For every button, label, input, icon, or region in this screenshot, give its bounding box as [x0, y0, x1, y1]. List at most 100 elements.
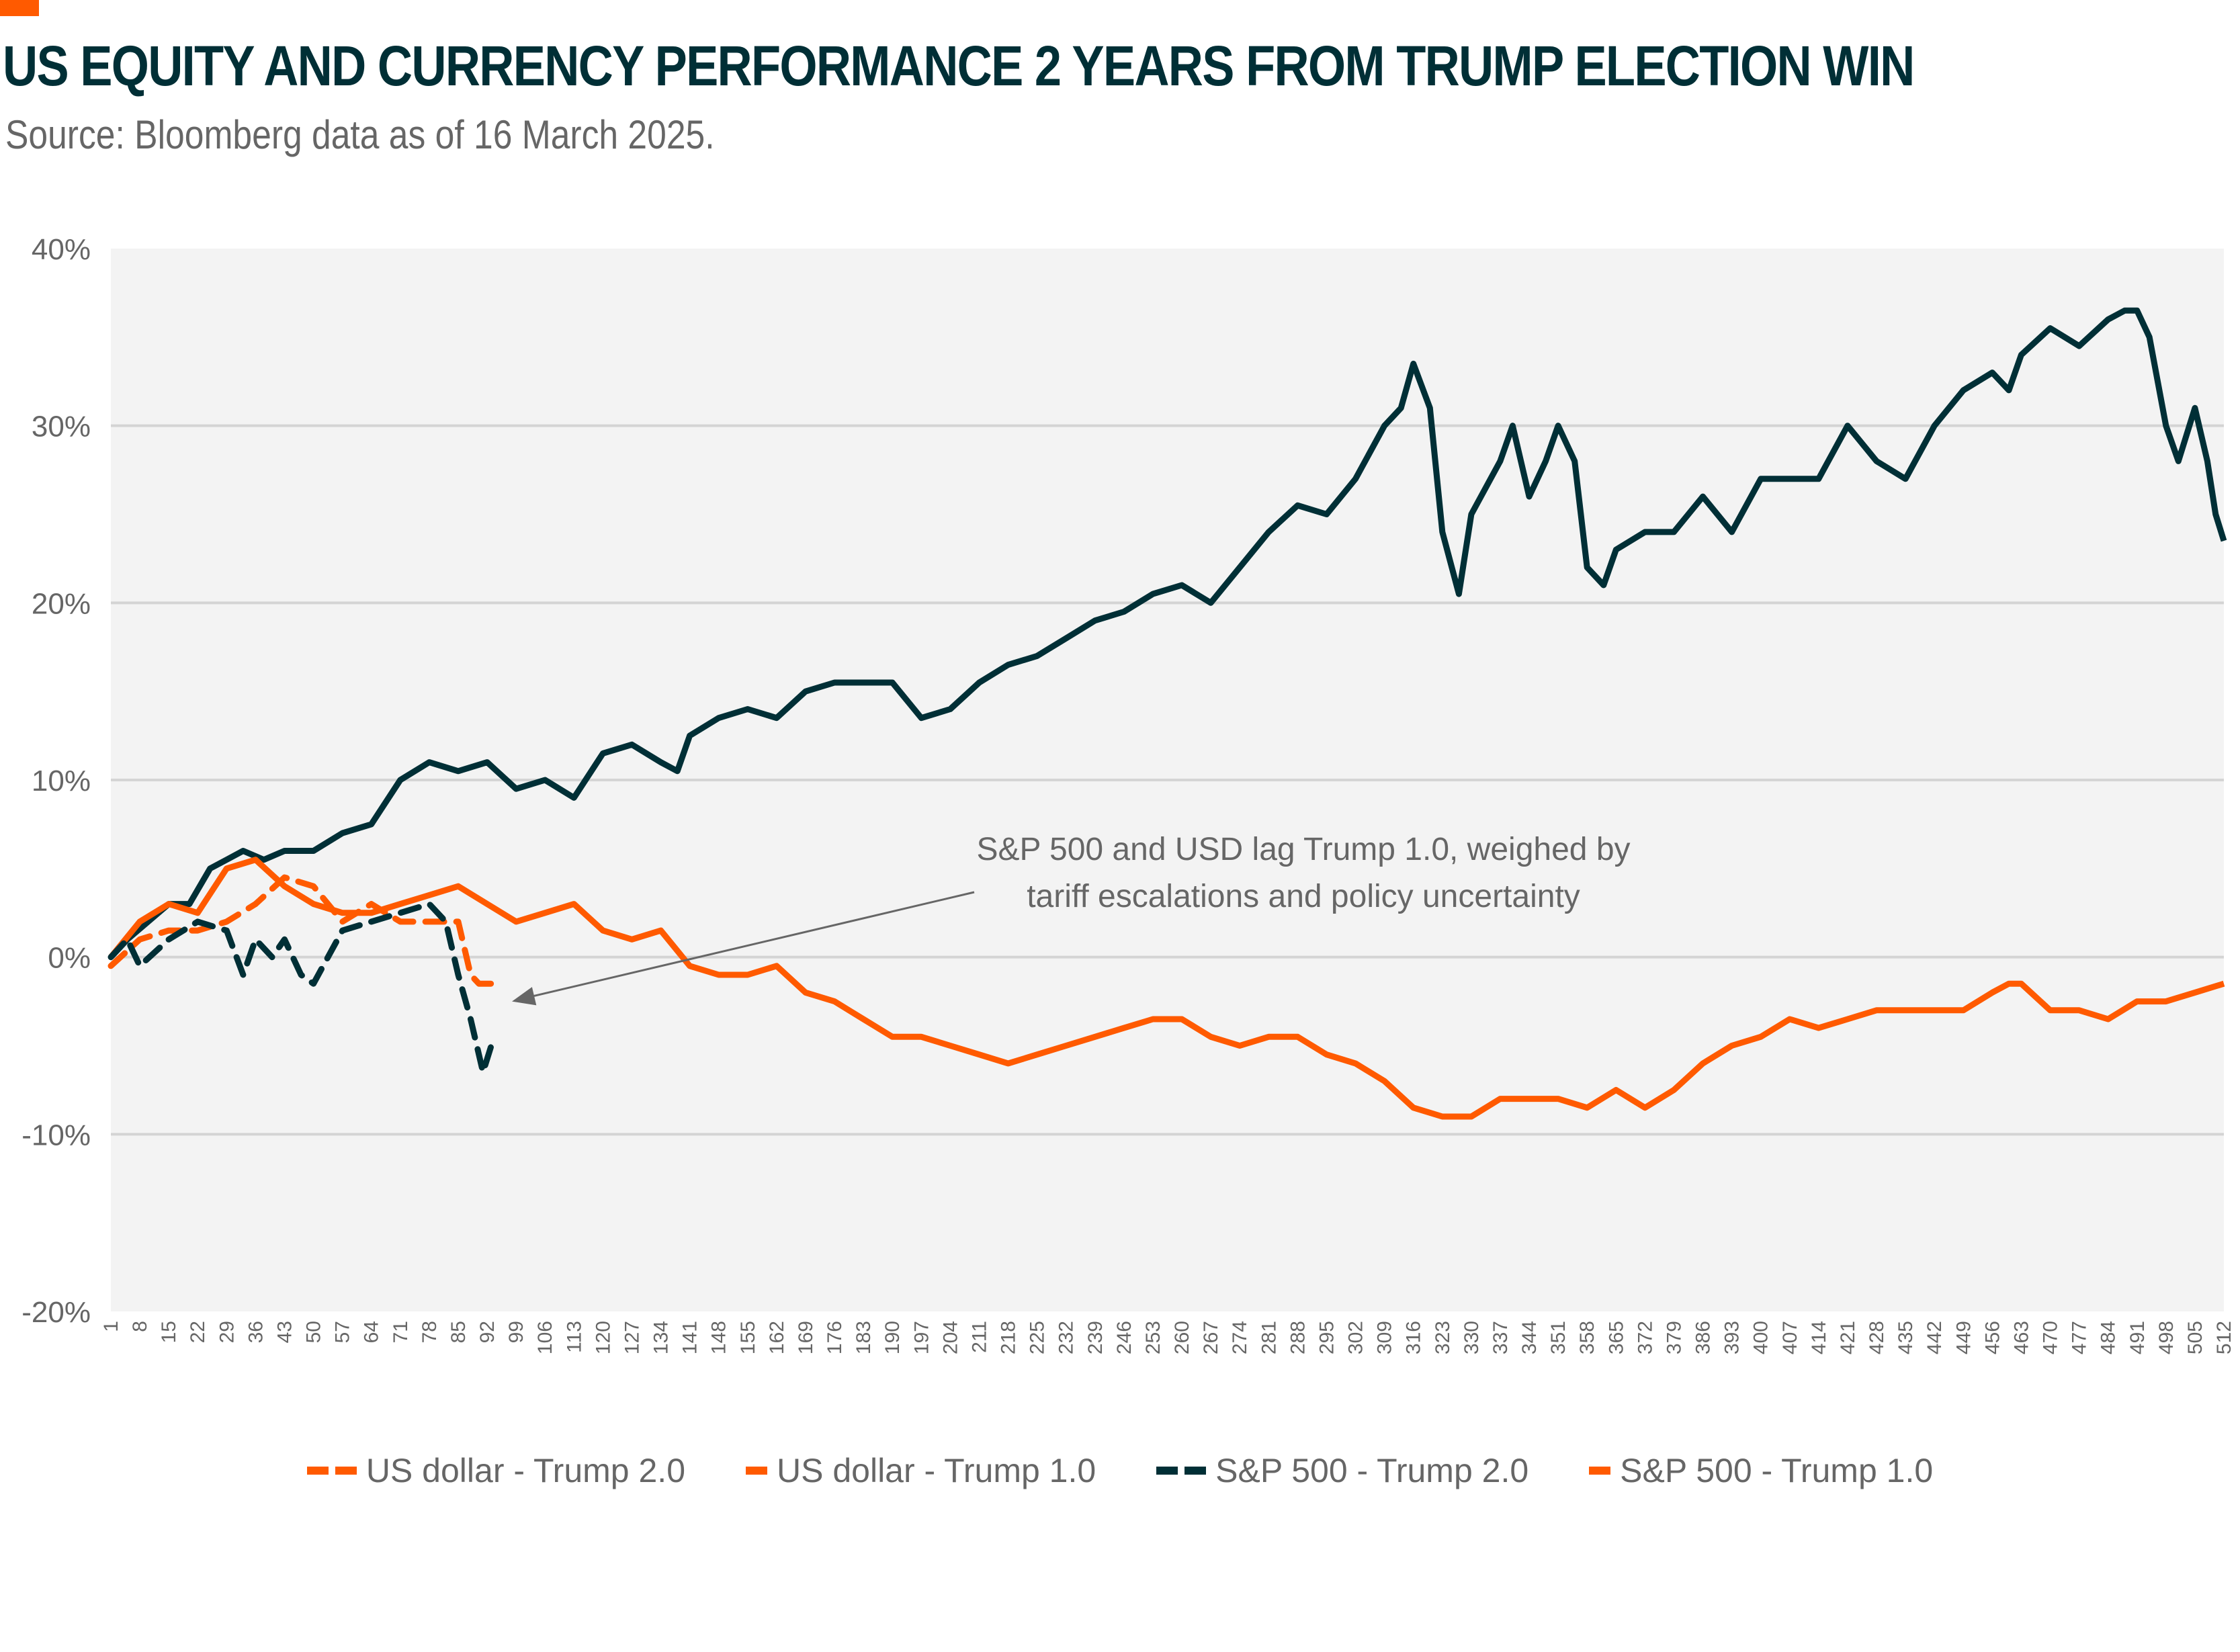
y-tick-label: 30%	[32, 410, 91, 443]
x-tick-label: 246	[1113, 1321, 1135, 1354]
x-tick-label: 309	[1374, 1321, 1396, 1354]
x-tick-label: 351	[1547, 1321, 1569, 1354]
x-tick-label: 71	[390, 1321, 412, 1343]
x-tick-label: 400	[1750, 1321, 1772, 1354]
x-tick-label: 155	[737, 1321, 759, 1354]
y-tick-label: 10%	[32, 765, 91, 797]
x-tick-label: 449	[1952, 1321, 1975, 1354]
x-tick-label: 498	[2155, 1321, 2178, 1354]
annotation-arrowhead	[511, 987, 537, 1006]
x-tick-label: 302	[1345, 1321, 1367, 1354]
x-tick-label: 505	[2184, 1321, 2206, 1354]
x-tick-label: 92	[476, 1321, 499, 1343]
legend-swatch-solid-orange	[746, 1467, 767, 1475]
x-tick-label: 176	[824, 1321, 846, 1354]
x-tick-label: 113	[563, 1321, 585, 1353]
legend-swatch-solid-orange	[1589, 1467, 1611, 1475]
x-tick-label: 267	[1200, 1321, 1222, 1354]
x-tick-label: 183	[853, 1321, 875, 1354]
legend-item-sp500-trump-1[interactable]: S&P 500 - Trump 1.0	[1589, 1451, 1933, 1490]
x-tick-label: 288	[1287, 1321, 1309, 1354]
x-tick-label: 414	[1808, 1321, 1830, 1354]
x-tick-label: 106	[534, 1321, 556, 1354]
legend-swatch-dashed-dark	[1156, 1467, 1207, 1475]
x-tick-label: 386	[1692, 1321, 1715, 1354]
x-tick-label: 197	[910, 1321, 933, 1354]
legend-label: S&P 500 - Trump 1.0	[1620, 1452, 1934, 1489]
x-tick-label: 99	[505, 1321, 527, 1343]
x-tick-label: 435	[1895, 1321, 1917, 1354]
x-tick-label: 50	[303, 1321, 325, 1343]
x-tick-label: 232	[1056, 1321, 1078, 1354]
x-tick-label: 85	[447, 1321, 470, 1343]
x-tick-label: 218	[998, 1321, 1020, 1354]
gridlines	[111, 424, 2224, 1136]
x-tick-label: 120	[592, 1321, 614, 1354]
x-tick-label: 281	[1258, 1321, 1280, 1354]
x-tick-label: 169	[795, 1321, 817, 1354]
x-tick-label: 421	[1837, 1321, 1859, 1354]
x-tick-label: 274	[1229, 1321, 1251, 1354]
x-tick-label: 379	[1663, 1321, 1685, 1354]
x-tick-label: 15	[158, 1321, 180, 1343]
x-tick-label: 442	[1924, 1321, 1946, 1354]
y-tick-label: -20%	[21, 1296, 91, 1329]
legend-item-usd-trump-2[interactable]: US dollar - Trump 2.0	[306, 1451, 685, 1490]
x-tick-label: 134	[650, 1321, 673, 1354]
x-tick-label: 43	[273, 1321, 296, 1343]
x-tick-label: 484	[2098, 1321, 2120, 1354]
accent-bar	[0, 0, 39, 16]
chart-source: Source: Bloomberg data as of 16 March 20…	[5, 112, 715, 157]
x-tick-label: 190	[881, 1321, 904, 1354]
legend: US dollar - Trump 2.0 US dollar - Trump …	[0, 1451, 2240, 1490]
series-line-us-dollar-trump-1-0	[108, 857, 2225, 1120]
x-tick-label: 344	[1518, 1321, 1541, 1354]
x-tick-label: 78	[419, 1321, 441, 1343]
legend-item-sp500-trump-2[interactable]: S&P 500 - Trump 2.0	[1156, 1451, 1528, 1490]
annotation-line-2: tariff escalations and policy uncertaint…	[1027, 879, 1580, 914]
x-tick-label: 148	[708, 1321, 730, 1354]
x-tick-label: 323	[1432, 1321, 1454, 1354]
x-tick-label: 365	[1605, 1321, 1627, 1354]
annotation: S&P 500 and USD lag Trump 1.0, weighed b…	[511, 832, 1631, 1006]
x-tick-label: 372	[1634, 1321, 1656, 1354]
y-axis: -20% -10% 0% 10% 20% 30% 40%	[21, 233, 91, 1329]
x-tick-label: 29	[216, 1321, 238, 1343]
legend-label: US dollar - Trump 1.0	[777, 1452, 1096, 1489]
x-tick-label: 295	[1316, 1321, 1338, 1354]
x-tick-label: 211	[968, 1321, 990, 1353]
series-line-us-dollar-trump-2-0	[107, 874, 503, 987]
y-tick-label: -10%	[21, 1119, 91, 1151]
series-line-s-p-500-trump-1-0	[108, 307, 2227, 959]
x-tick-label: 407	[1779, 1321, 1801, 1354]
x-tick-label: 253	[1142, 1321, 1164, 1354]
x-tick-label: 204	[939, 1321, 961, 1354]
series-group	[107, 307, 2227, 1120]
x-tick-label: 470	[2040, 1321, 2062, 1354]
x-tick-label: 393	[1721, 1321, 1743, 1354]
x-tick-label: 64	[361, 1321, 383, 1343]
x-tick-label: 512	[2213, 1321, 2235, 1354]
legend-label: US dollar - Trump 2.0	[365, 1452, 685, 1489]
x-tick-label: 358	[1576, 1321, 1598, 1354]
x-tick-label: 491	[2126, 1321, 2149, 1354]
legend-item-usd-trump-1[interactable]: US dollar - Trump 1.0	[746, 1451, 1096, 1490]
x-tick-label: 428	[1866, 1321, 1888, 1354]
y-tick-label: 40%	[32, 233, 91, 266]
x-tick-label: 330	[1461, 1321, 1483, 1354]
annotation-arrow	[530, 891, 975, 998]
annotation-line-1: S&P 500 and USD lag Trump 1.0, weighed b…	[976, 832, 1630, 867]
x-tick-label: 225	[1027, 1321, 1049, 1354]
x-tick-label: 337	[1490, 1321, 1512, 1354]
x-tick-label: 36	[245, 1321, 267, 1343]
x-tick-label: 22	[187, 1321, 209, 1343]
x-tick-label: 57	[332, 1321, 354, 1343]
y-tick-label: 20%	[32, 587, 91, 620]
x-tick-label: 456	[1981, 1321, 2004, 1354]
x-tick-label: 8	[129, 1321, 151, 1332]
series-line-s-p-500-trump-2-0	[107, 901, 503, 1076]
x-tick-label: 463	[2010, 1321, 2032, 1354]
x-axis: 1 8 15 22 29 36 43 50 57 64 71 78 85 92 99 106 113 120 127…	[100, 1321, 2235, 1354]
x-tick-label: 260	[1171, 1321, 1193, 1354]
